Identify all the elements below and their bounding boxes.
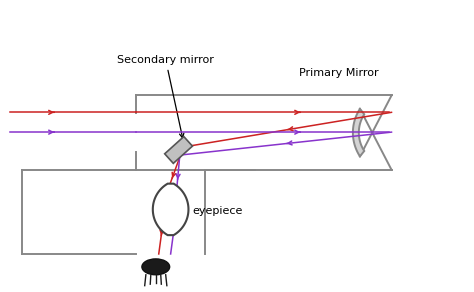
Polygon shape [153, 184, 189, 235]
Polygon shape [164, 137, 192, 163]
Text: Primary Mirror: Primary Mirror [300, 68, 379, 78]
Text: eyepiece: eyepiece [192, 206, 243, 216]
Text: Secondary mirror: Secondary mirror [117, 55, 214, 138]
Ellipse shape [142, 259, 170, 275]
Polygon shape [353, 109, 364, 156]
